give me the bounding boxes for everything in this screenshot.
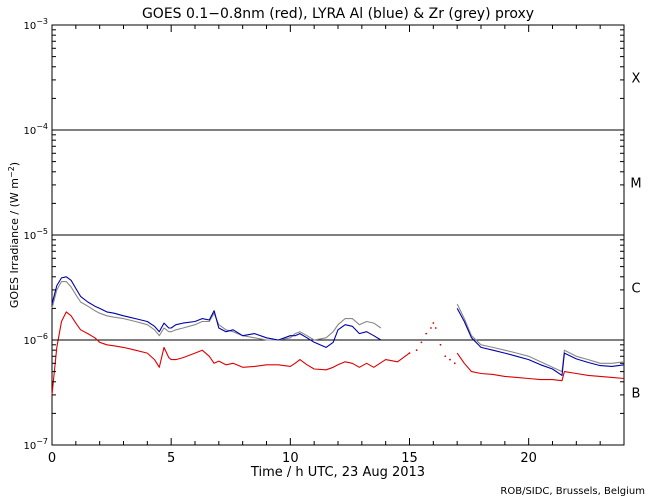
y-axis-label: GOES Irradiance / (W m−2)	[7, 162, 21, 308]
data-point	[453, 362, 456, 365]
flare-class-label: B	[632, 387, 641, 402]
chart-title: GOES 0.1−0.8nm (red), LYRA Al (blue) & Z…	[142, 6, 534, 22]
y-tick-label: 10−4	[23, 122, 48, 137]
y-axis-ticks: 10−7 10−6 10−5 10−4 10−3	[23, 17, 624, 452]
x-tick-label: 15	[401, 451, 418, 466]
data-point	[420, 341, 423, 344]
plot-area: 0 5 10 15 20 10−7 10−6 10−5 10−4 10−3 X M C B	[23, 17, 641, 466]
series-line	[456, 352, 625, 382]
flare-class-label: M	[630, 177, 641, 192]
flare-class-label: X	[632, 72, 641, 87]
x-tick-label: 20	[520, 451, 537, 466]
y-axis-label-superscript: −2	[7, 166, 16, 178]
data-point	[439, 343, 442, 346]
y-tick-label: 10−3	[23, 17, 48, 32]
data-point	[449, 358, 451, 361]
series-line	[456, 308, 625, 376]
y-axis-label-text: GOES Irradiance / (W m	[8, 178, 21, 308]
y-tick-label: 10−7	[23, 437, 48, 452]
data-point	[434, 327, 437, 329]
flare-class-label: C	[631, 282, 640, 297]
data-point	[415, 349, 418, 352]
y-tick-label: 10−6	[23, 332, 48, 347]
x-tick-label: 5	[167, 451, 175, 466]
data-point	[444, 355, 447, 358]
y-tick-label: 10−5	[23, 227, 48, 242]
x-tick-label: 10	[282, 451, 299, 466]
data-point	[425, 332, 428, 335]
data-point	[408, 352, 411, 355]
series-layer	[51, 276, 625, 395]
data-point	[432, 322, 435, 324]
series-line	[51, 281, 382, 341]
series-line	[51, 311, 410, 395]
flare-class-lines	[52, 129, 624, 341]
x-tick-label: 0	[48, 451, 56, 466]
credit-text: ROB/SIDC, Brussels, Belgium	[500, 486, 645, 497]
y-axis-label-end: )	[8, 162, 21, 166]
series-line	[456, 303, 625, 373]
data-point	[430, 327, 432, 329]
x-axis-ticks: 0 5 10 15 20	[48, 25, 625, 466]
flare-class-labels: X M C B	[630, 72, 641, 402]
series-line	[51, 276, 382, 348]
x-axis-label: Time / h UTC, 23 Aug 2013	[250, 465, 425, 480]
